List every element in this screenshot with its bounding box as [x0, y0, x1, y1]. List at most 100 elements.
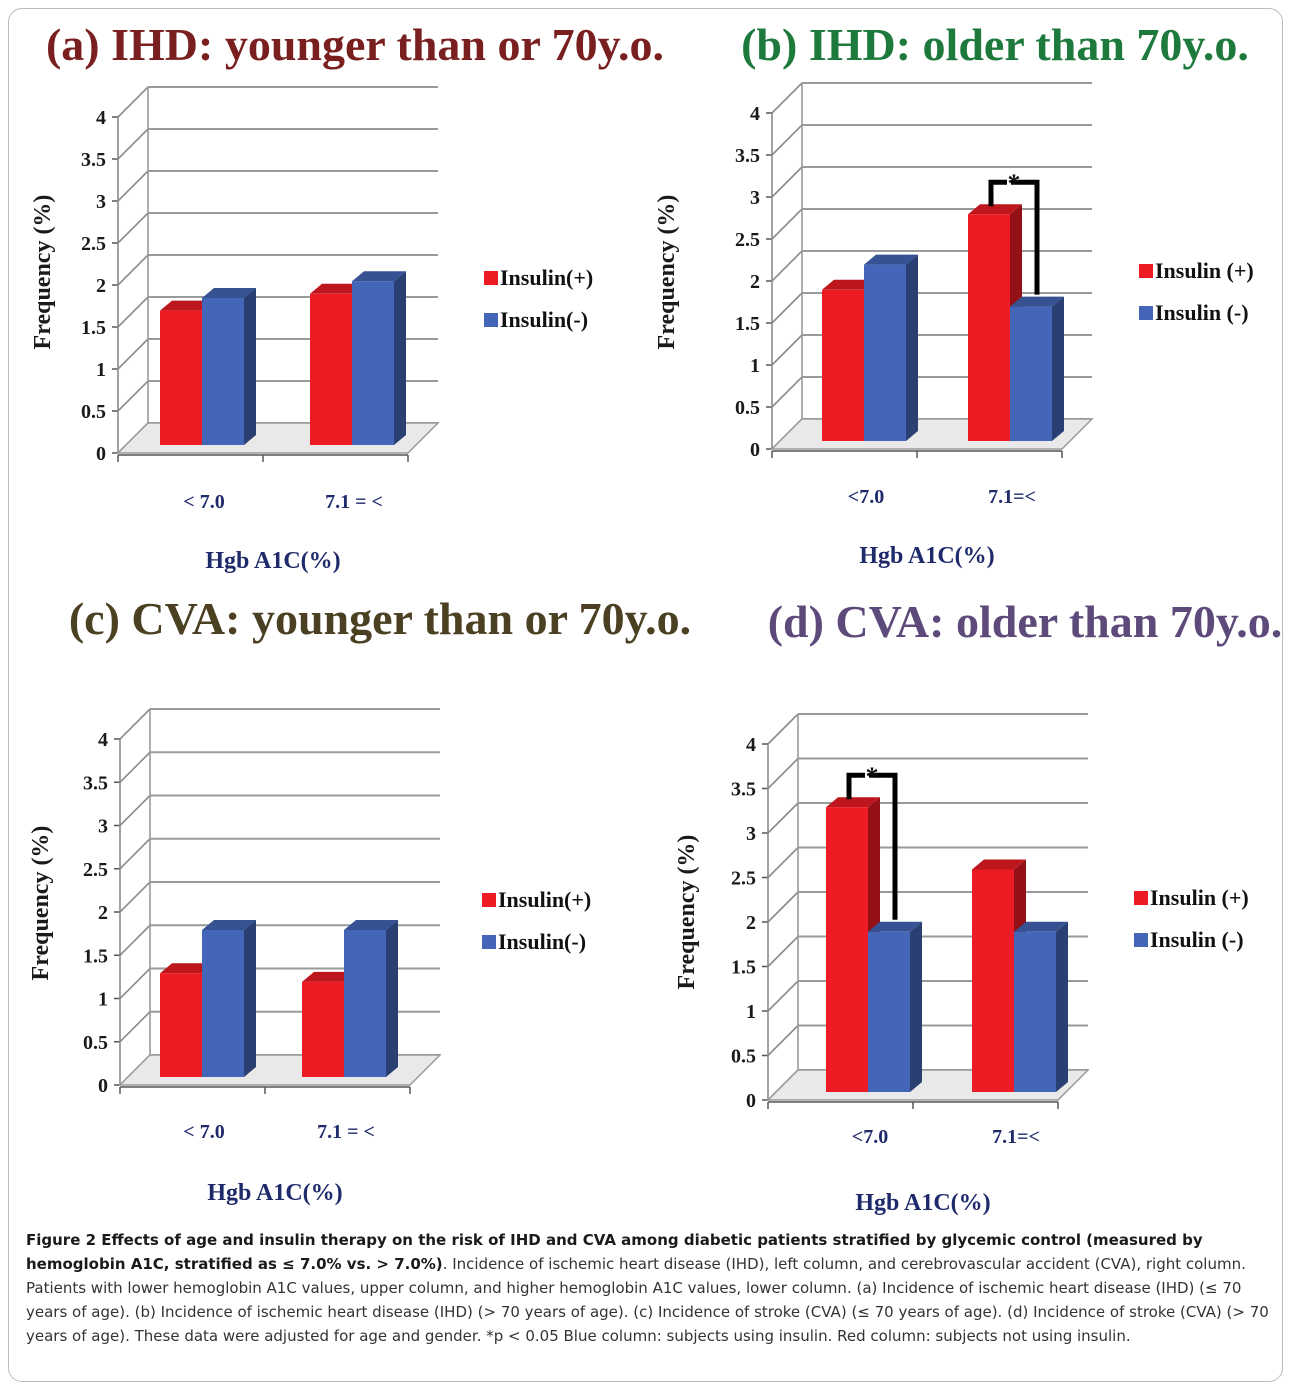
y-tick-label: 2.5	[731, 868, 756, 890]
grid-depth-line	[771, 208, 803, 240]
figure-frame	[8, 8, 1283, 1382]
grid-depth-line	[119, 881, 151, 913]
grid-depth-line	[767, 935, 799, 968]
y-tick-label: 0.5	[81, 401, 106, 423]
legend-swatch	[482, 893, 496, 907]
legend-swatch	[484, 271, 498, 285]
legend-label: Insulin(-)	[500, 307, 588, 332]
significance-star: *	[1008, 169, 1021, 198]
bar-insulin-minus	[1010, 296, 1064, 441]
chart-panel-a: (a) IHD: younger than or 70y.o. 0 0.5 1 1.5 2…	[30, 19, 664, 574]
bar-insulin-minus	[344, 919, 398, 1077]
bar-insulin-minus	[202, 919, 256, 1077]
figure-caption: Figure 2 Effects of age and insulin ther…	[26, 1228, 1272, 1348]
bar-top	[968, 204, 1022, 215]
y-tick-label: 2	[750, 271, 760, 293]
legend-entry: Insulin(-)	[482, 929, 586, 954]
grid-depth-line	[119, 708, 151, 740]
bar-side	[1056, 921, 1068, 1092]
bar-top	[160, 963, 214, 974]
y-tick-label: 0	[750, 439, 760, 461]
bar-top	[302, 971, 356, 982]
grid-depth-line	[119, 751, 151, 783]
bar-top	[310, 283, 364, 294]
grid-depth-line	[119, 967, 151, 1000]
bar-front	[302, 981, 344, 1077]
bar-insulin-minus	[352, 271, 406, 445]
grid-depth-line	[117, 338, 149, 370]
bar-front	[160, 973, 202, 1077]
legend-label: Insulin(+)	[498, 887, 591, 912]
bar-front	[202, 929, 244, 1077]
legend-label: Insulin (+)	[1150, 885, 1249, 910]
y-tick-label: 3.5	[731, 779, 756, 801]
bar-front	[352, 281, 394, 445]
legend-entry: Insulin(-)	[484, 307, 588, 332]
legend-label: Insulin (-)	[1155, 300, 1249, 325]
y-tick-label: 1.5	[731, 957, 756, 979]
bar-top	[1014, 921, 1068, 932]
grid-depth-line	[767, 891, 799, 923]
legend-swatch	[484, 313, 498, 327]
bar-front	[822, 289, 864, 441]
bar-top	[868, 921, 922, 932]
grid-depth-line	[767, 713, 799, 745]
y-tick-label: 2.5	[83, 859, 108, 881]
y-tick-label: 2	[96, 275, 106, 297]
y-tick-label: 1.5	[735, 313, 760, 335]
y-tick-label: 1.5	[83, 945, 108, 967]
y-tick-label: 0	[96, 443, 106, 465]
bar-insulin-minus	[868, 921, 922, 1092]
category-label: 7.1 = <	[317, 1121, 375, 1143]
legend-swatch	[1134, 891, 1148, 905]
chart-title: (d) CVA: older than 70y.o.	[768, 596, 1283, 647]
legend-label: Insulin(+)	[500, 265, 593, 290]
y-tick-label: 0.5	[731, 1046, 756, 1068]
bar-top	[202, 288, 256, 298]
chart-panel-b: (b) IHD: older than 70y.o. 0 0.5 1 1.5 2 2.5 3 3…	[654, 19, 1254, 569]
grid-depth-line	[767, 1024, 799, 1057]
y-axis-label: Frequency (%)	[654, 195, 680, 350]
y-tick-label: 1	[96, 359, 106, 381]
legend-entry: Insulin (-)	[1139, 300, 1249, 325]
legend-entry: Insulin(+)	[482, 887, 591, 912]
chart-title: (c) CVA: younger than or 70y.o.	[69, 593, 691, 644]
y-tick-label: 2.5	[81, 233, 106, 255]
bracket-left	[846, 772, 865, 800]
y-tick-label: 1	[98, 989, 108, 1011]
bar-front	[826, 807, 868, 1092]
category-label: <7.0	[852, 1126, 888, 1148]
grid-depth-line	[117, 86, 149, 118]
legend-entry: Insulin (+)	[1134, 885, 1249, 910]
bar-front	[1014, 931, 1056, 1092]
x-axis-label: Hgb A1C(%)	[855, 1190, 990, 1216]
y-tick-label: 4	[96, 107, 106, 129]
y-tick-label: 3.5	[735, 145, 760, 167]
bracket-left	[988, 179, 1007, 207]
legend-swatch	[1139, 264, 1153, 278]
grid-depth-line	[117, 380, 149, 412]
bar-front	[972, 869, 1014, 1092]
legend-label: Insulin(-)	[498, 929, 586, 954]
category-label: 7.1=<	[988, 486, 1036, 508]
caption-title: Figure 2 Effects of age and insulin ther…	[26, 1231, 1203, 1273]
bar-top	[160, 300, 214, 311]
legend-label: Insulin (+)	[1155, 258, 1254, 283]
bar-insulin-minus	[1014, 921, 1068, 1092]
y-tick-label: 0.5	[83, 1032, 108, 1054]
bar-side	[244, 288, 256, 445]
y-tick-label: 3	[746, 823, 756, 845]
legend-swatch	[1139, 306, 1153, 320]
grid-depth-line	[771, 166, 803, 198]
grid-depth-line	[117, 296, 149, 328]
grid-depth-line	[771, 250, 803, 282]
y-axis-label: Frequency (%)	[674, 835, 700, 990]
grid-depth-line	[117, 128, 149, 160]
grid-depth-line	[767, 846, 799, 879]
y-tick-label: 1	[746, 1001, 756, 1023]
bar-front	[1010, 306, 1052, 441]
bar-front	[202, 298, 244, 445]
legend-entry: Insulin (+)	[1139, 258, 1254, 283]
y-tick-label: 0	[746, 1090, 756, 1112]
legend-label: Insulin (-)	[1150, 927, 1244, 952]
